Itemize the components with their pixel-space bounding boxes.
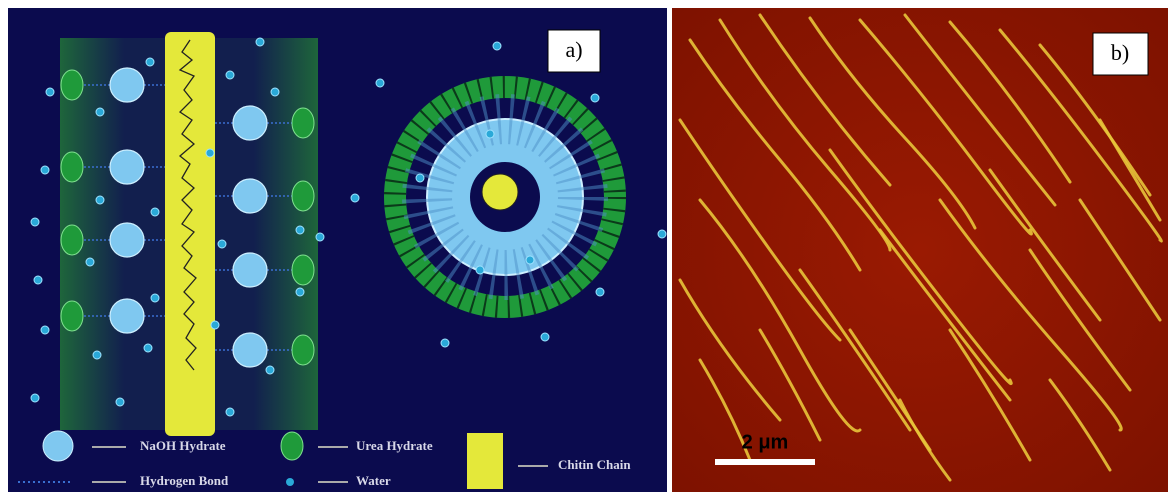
naoh-hydrate xyxy=(110,223,144,257)
scale-bar xyxy=(715,459,815,465)
water-molecule xyxy=(31,218,39,226)
panel-a: NaOH Hydrate Urea Hydrate Chitin Chain H… xyxy=(8,8,667,492)
water-molecule xyxy=(116,398,124,406)
water-molecule xyxy=(658,230,666,238)
water-molecule xyxy=(226,408,234,416)
naoh-hydrate xyxy=(110,150,144,184)
water-molecule xyxy=(96,108,104,116)
urea-hydrate xyxy=(292,181,314,211)
water-molecule xyxy=(596,288,604,296)
water-molecule xyxy=(316,233,324,241)
page: Figure html, body { margin: 0; padding: … xyxy=(0,0,1171,493)
water-molecule xyxy=(486,130,494,138)
water-molecule xyxy=(226,71,234,79)
water-molecule xyxy=(93,351,101,359)
water-molecule xyxy=(376,79,384,87)
figure: NaOH Hydrate Urea Hydrate Chitin Chain H… xyxy=(0,0,1171,493)
legend-water-icon xyxy=(286,478,294,486)
water-molecule xyxy=(256,38,264,46)
legend-label: Chitin Chain xyxy=(558,457,631,472)
water-molecule xyxy=(86,258,94,266)
naoh-hydrate xyxy=(233,253,267,287)
water-molecule xyxy=(146,58,154,66)
water-molecule xyxy=(476,266,484,274)
water-molecule xyxy=(416,174,424,182)
urea-hydrate xyxy=(61,301,83,331)
naoh-hydrate xyxy=(110,68,144,102)
water-molecule xyxy=(151,208,159,216)
water-molecule xyxy=(351,194,359,202)
legend-label: Urea Hydrate xyxy=(356,438,433,453)
legend-naoh-icon xyxy=(43,431,73,461)
water-molecule xyxy=(211,321,219,329)
panel-label: b) xyxy=(1111,40,1129,65)
urea-hydrate xyxy=(61,70,83,100)
water-molecule xyxy=(296,288,304,296)
urea-hydrate xyxy=(292,335,314,365)
chitin-core xyxy=(482,174,518,210)
urea-hydrate xyxy=(61,225,83,255)
legend-urea-icon xyxy=(281,432,303,460)
water-molecule xyxy=(296,226,304,234)
water-molecule xyxy=(96,196,104,204)
water-molecule xyxy=(591,94,599,102)
urea-hydrate xyxy=(292,255,314,285)
water-molecule xyxy=(41,326,49,334)
water-molecule xyxy=(218,240,226,248)
scale-bar-label: 2 μm xyxy=(742,431,789,453)
urea-hydrate xyxy=(61,152,83,182)
urea-hydrate xyxy=(292,108,314,138)
naoh-hydrate xyxy=(233,333,267,367)
water-molecule xyxy=(144,344,152,352)
water-molecule xyxy=(151,294,159,302)
panel-b: b) 2 μm xyxy=(672,8,1168,492)
water-molecule xyxy=(271,88,279,96)
legend-label: Water xyxy=(356,473,391,488)
legend-label: Hydrogen Bond xyxy=(140,473,229,488)
naoh-hydrate xyxy=(233,106,267,140)
water-molecule xyxy=(34,276,42,284)
naoh-hydrate xyxy=(110,299,144,333)
water-molecule xyxy=(526,256,534,264)
water-molecule xyxy=(266,366,274,374)
body: NaOH Hydrate Urea Hydrate Chitin Chain H… xyxy=(0,0,1171,493)
water-molecule xyxy=(493,42,501,50)
water-molecule xyxy=(206,149,214,157)
water-molecule xyxy=(46,88,54,96)
panel-label: a) xyxy=(565,37,582,62)
water-molecule xyxy=(31,394,39,402)
water-molecule xyxy=(441,339,449,347)
water-molecule xyxy=(541,333,549,341)
legend-label: NaOH Hydrate xyxy=(140,438,226,453)
naoh-hydrate xyxy=(233,179,267,213)
water-molecule xyxy=(41,166,49,174)
chitin-chain-column xyxy=(165,32,215,436)
legend-chitin-icon xyxy=(467,433,503,489)
afm-image xyxy=(672,8,1168,492)
